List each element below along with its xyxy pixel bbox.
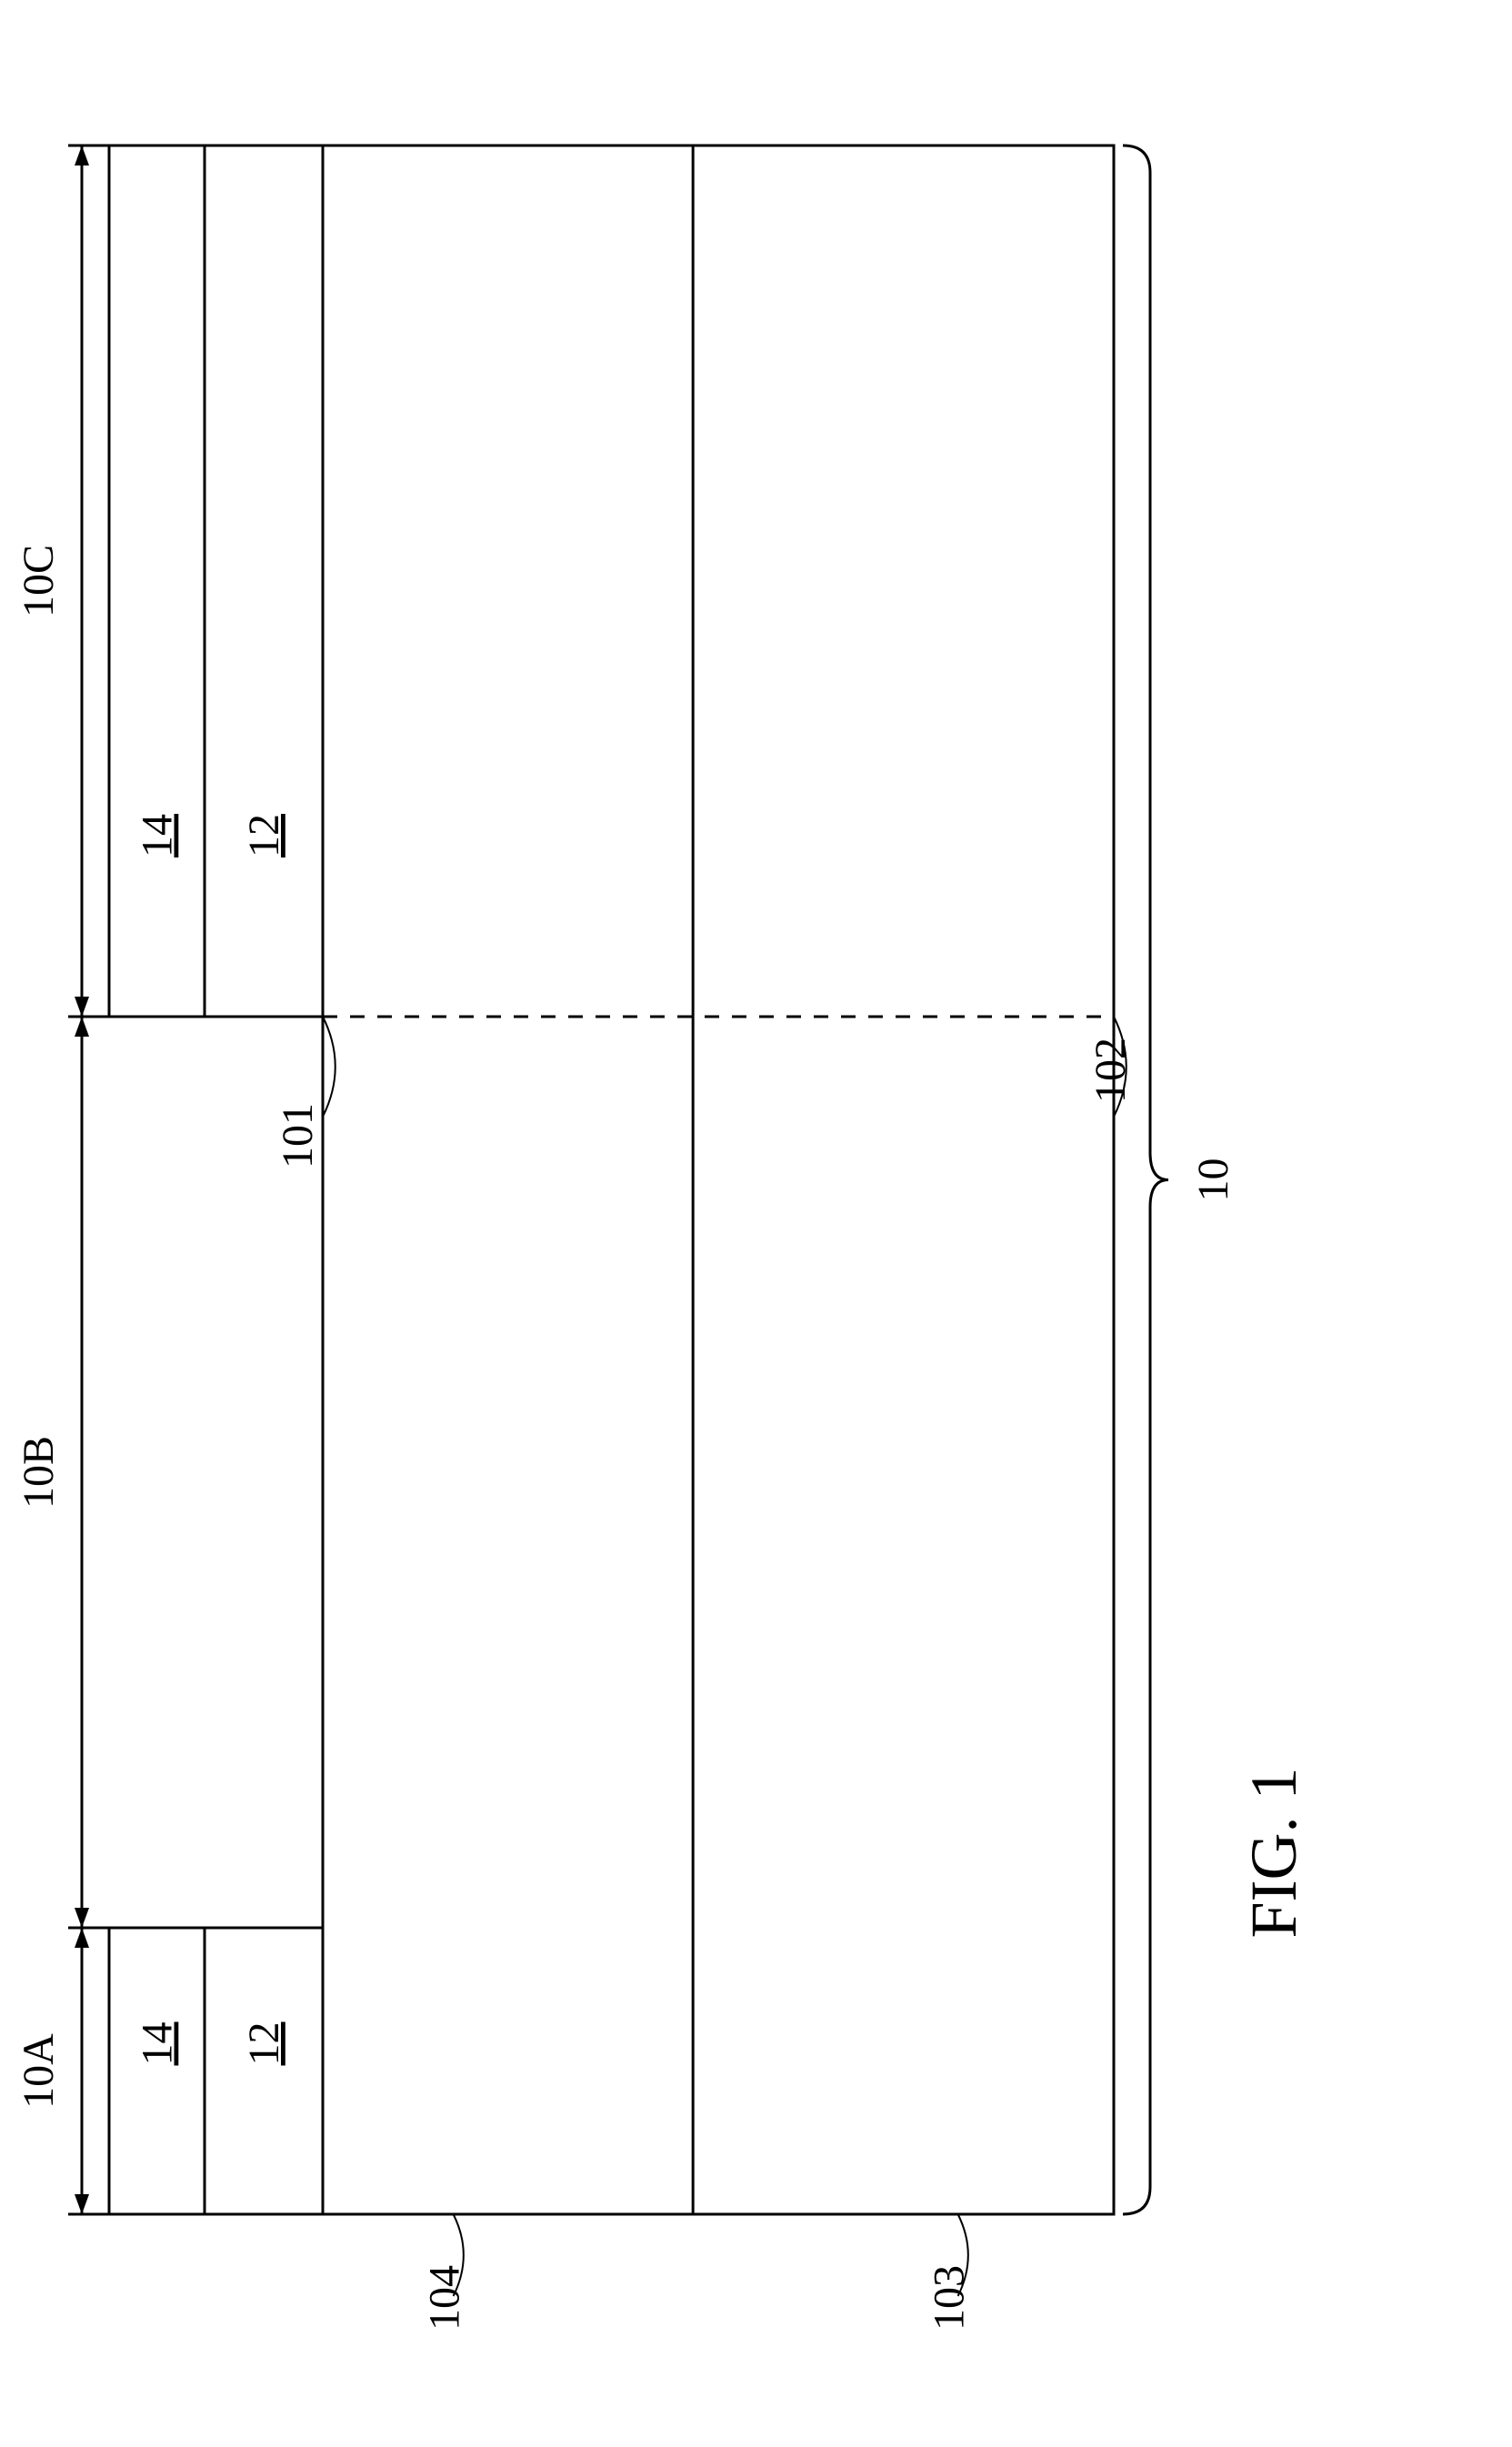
label-102: 102: [1086, 1038, 1135, 1103]
brace-10: [1123, 145, 1168, 2214]
leader-101: [323, 1017, 335, 1117]
label-12-right: 12: [240, 2022, 288, 2066]
dim-label-10C: 10C: [15, 545, 63, 617]
label-14-right: 14: [134, 2022, 182, 2066]
layer-12-a: [205, 1928, 323, 2214]
figure-page: 14 12 14 12 10C 10B 10A 10 101 102 104 103 FIG. 1: [0, 0, 1512, 2447]
label-101: 101: [274, 1103, 322, 1168]
label-14-left: 14: [134, 814, 182, 857]
substrate-rect: [323, 145, 1114, 2214]
dim-10B: 10B: [15, 1017, 89, 1928]
figure-label: FIG. 1: [1237, 1767, 1310, 1938]
label-12-left: 12: [240, 814, 288, 857]
dim-label-10A: 10A: [15, 2033, 63, 2109]
layer-12-c: [205, 145, 323, 1017]
label-104: 104: [421, 2265, 469, 2331]
layer-14-a: [109, 1928, 205, 2214]
label-103: 103: [926, 2265, 974, 2331]
dim-label-10B: 10B: [15, 1436, 63, 1509]
layer-14-c: [109, 145, 205, 1017]
figure-svg: 14 12 14 12 10C 10B 10A 10 101 102 104 103 FIG. 1: [0, 0, 1512, 2447]
dim-10A: 10A: [15, 1928, 89, 2214]
dim-10C: 10C: [15, 145, 89, 1017]
label-10: 10: [1189, 1158, 1237, 1202]
